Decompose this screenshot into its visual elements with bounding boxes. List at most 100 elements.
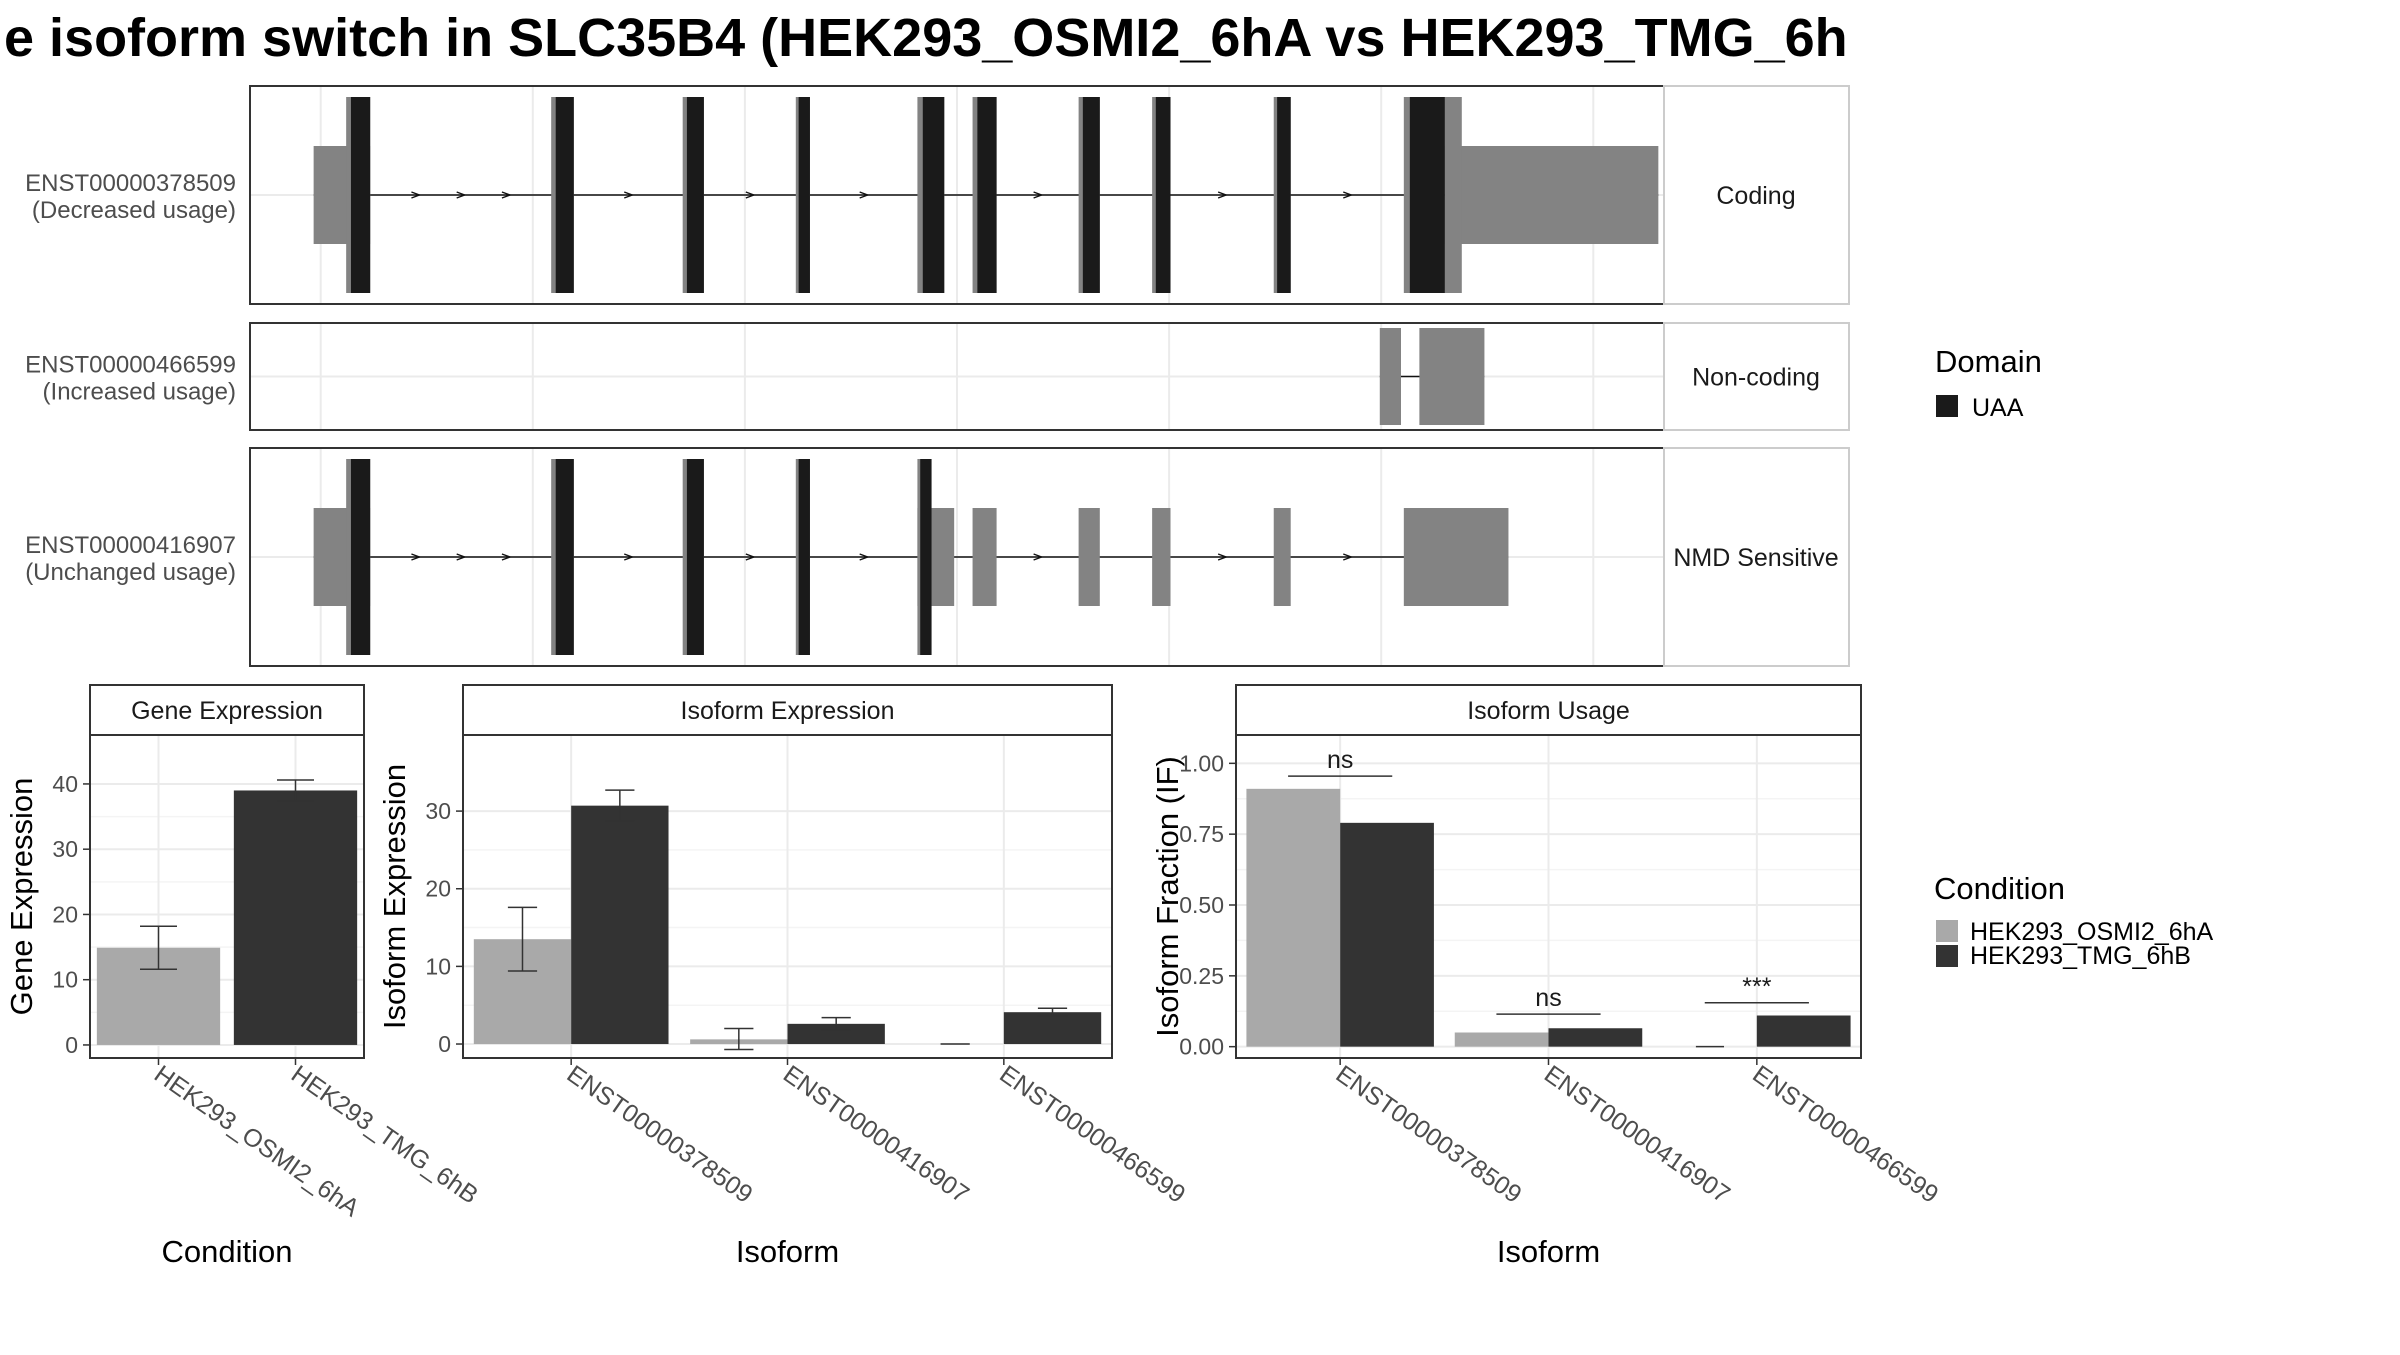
x-axis-title: Isoform xyxy=(1497,1234,1600,1269)
x-tick-label: ENST00000378509 xyxy=(562,1060,758,1209)
significance-label: *** xyxy=(1742,973,1771,1001)
bar xyxy=(1756,1015,1851,1047)
figure-title: e isoform switch in SLC35B4 (HEK293_OSMI… xyxy=(4,8,1848,68)
strand-arrow xyxy=(1343,191,1354,199)
y-tick-label: 40 xyxy=(52,771,78,797)
strand-arrow xyxy=(859,553,870,561)
domain-uaa-block xyxy=(686,97,704,293)
condition-legend-label: HEK293_OSMI2_6hA xyxy=(1970,918,2214,946)
x-tick-label: ENST00000466599 xyxy=(1747,1060,1943,1209)
domain-uaa-block xyxy=(977,97,997,293)
domain-uaa-block xyxy=(798,459,810,655)
panel-strip-title: Gene Expression xyxy=(131,697,323,725)
panel-strip xyxy=(1235,684,1862,736)
track-category-label: Coding xyxy=(1716,182,1795,210)
bar xyxy=(1454,1032,1549,1047)
domain-uaa-block xyxy=(1082,97,1100,293)
transcript-usage-label: (Increased usage) xyxy=(43,379,236,406)
strand-arrow xyxy=(501,191,512,199)
y-tick-label: 20 xyxy=(425,876,451,902)
panel-border xyxy=(89,734,365,1059)
y-tick-label: 0.75 xyxy=(1179,821,1224,847)
bar xyxy=(1246,788,1341,1047)
significance-label: ns xyxy=(1535,984,1561,1012)
domain-legend-label: UAA xyxy=(1972,394,2024,422)
x-axis-title: Condition xyxy=(162,1234,293,1269)
domain-legend-title: Domain xyxy=(1935,344,2042,379)
track-category-strip xyxy=(1663,447,1850,667)
y-tick-label: 0.25 xyxy=(1179,963,1224,989)
x-tick-label: ENST00000378509 xyxy=(1331,1060,1527,1209)
strand-arrow xyxy=(411,191,422,199)
track-category-strip xyxy=(1663,85,1850,305)
panel-strip-title: Isoform Usage xyxy=(1467,697,1630,725)
strand-arrow xyxy=(501,553,512,561)
strand-arrow xyxy=(745,553,756,561)
track-category-label: Non-coding xyxy=(1692,364,1820,392)
utr-exon xyxy=(1152,508,1171,606)
y-tick-label: 30 xyxy=(425,798,451,824)
y-axis-title: Isoform Expression xyxy=(377,764,412,1029)
domain-uaa-block xyxy=(1409,97,1445,293)
panel-border xyxy=(462,734,1113,1059)
utr-exon xyxy=(1379,328,1401,425)
strand-arrow xyxy=(623,191,635,199)
transcript-id-label: ENST00000378509 xyxy=(25,170,236,197)
domain-uaa-block xyxy=(350,459,371,655)
y-tick-label: 0.00 xyxy=(1179,1034,1224,1060)
track-category-label: NMD Sensitive xyxy=(1673,544,1838,572)
transcript-usage-label: (Unchanged usage) xyxy=(25,559,236,586)
y-axis-title: Gene Expression xyxy=(4,778,39,1016)
bar xyxy=(1003,1012,1102,1045)
strand-arrow xyxy=(411,553,422,561)
track-category-strip xyxy=(1663,322,1850,431)
y-tick-label: 20 xyxy=(52,901,78,927)
y-tick-label: 10 xyxy=(425,953,451,979)
y-tick-label: 30 xyxy=(52,836,78,862)
transcript-id-label: ENST00000466599 xyxy=(25,352,236,379)
transcript-usage-label: (Decreased usage) xyxy=(32,197,236,224)
domain-legend-swatch xyxy=(1936,395,1958,417)
utr-exon xyxy=(1078,508,1100,606)
condition-legend-label: HEK293_TMG_6hB xyxy=(1970,942,2191,970)
y-tick-label: 10 xyxy=(52,967,78,993)
condition-legend-swatch-osmi xyxy=(1936,920,1958,942)
utr-exon xyxy=(1273,508,1291,606)
x-tick-label: ENST00000416907 xyxy=(778,1060,974,1209)
condition-legend-title: Condition xyxy=(1934,871,2065,906)
domain-uaa-block xyxy=(920,459,932,655)
utr-exon xyxy=(1444,146,1659,244)
domain-uaa-block xyxy=(555,97,574,293)
domain-uaa-block xyxy=(555,459,574,655)
x-tick-label: ENST00000416907 xyxy=(1539,1060,1735,1209)
domain-uaa-block xyxy=(686,459,704,655)
domain-uaa-block xyxy=(922,97,945,293)
domain-uaa-block xyxy=(1155,97,1171,293)
strand-arrow xyxy=(1033,191,1044,199)
panel-strip xyxy=(89,684,365,736)
cds-exon xyxy=(1444,97,1462,293)
panel-border xyxy=(1235,734,1862,1059)
panel-strip-title: Isoform Expression xyxy=(681,697,895,725)
bar xyxy=(571,805,669,1045)
y-tick-label: 0 xyxy=(438,1031,451,1057)
domain-uaa-block xyxy=(1277,97,1291,293)
y-tick-label: 1.00 xyxy=(1179,750,1224,776)
transcript-id-label: ENST00000416907 xyxy=(25,532,236,559)
bar xyxy=(787,1023,885,1045)
bar xyxy=(1548,1028,1643,1047)
domain-uaa-block xyxy=(798,97,810,293)
strand-arrow xyxy=(1033,553,1044,561)
utr-exon xyxy=(1403,508,1509,606)
condition-legend-swatch-tmg xyxy=(1936,945,1958,967)
significance-label: ns xyxy=(1327,746,1353,774)
y-axis-title: Isoform Fraction (IF) xyxy=(1150,756,1185,1037)
utr-exon xyxy=(1419,328,1485,425)
x-tick-label: ENST00000466599 xyxy=(994,1060,1190,1209)
strand-arrow xyxy=(623,553,635,561)
strand-arrow xyxy=(859,191,870,199)
bar xyxy=(1340,822,1434,1047)
domain-uaa-block xyxy=(350,97,371,293)
